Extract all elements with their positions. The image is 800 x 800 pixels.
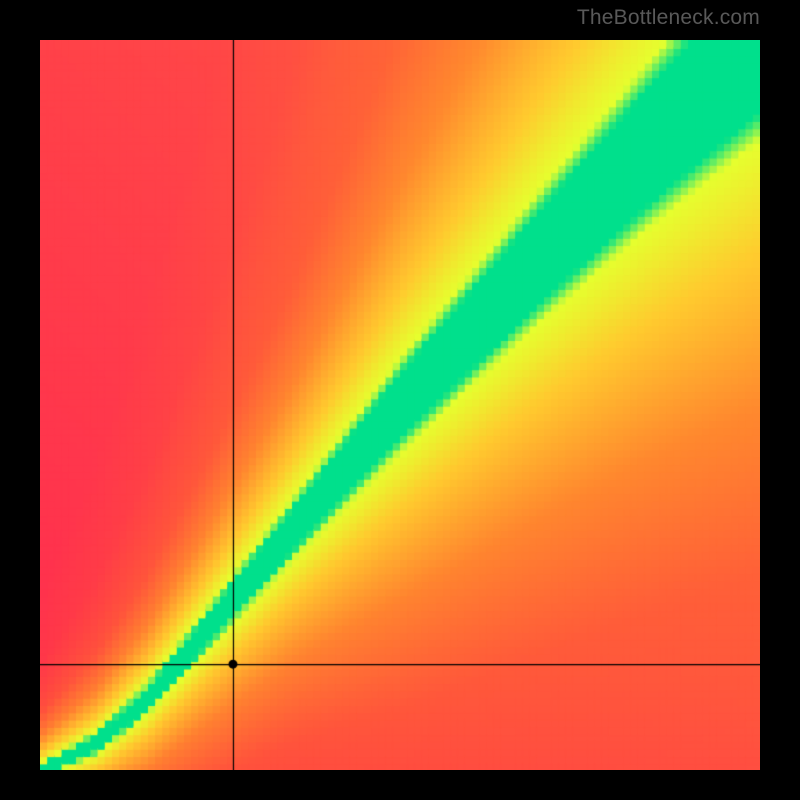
heatmap-canvas	[40, 40, 760, 770]
watermark-text: TheBottleneck.com	[577, 6, 760, 30]
heatmap-plot	[40, 40, 760, 770]
